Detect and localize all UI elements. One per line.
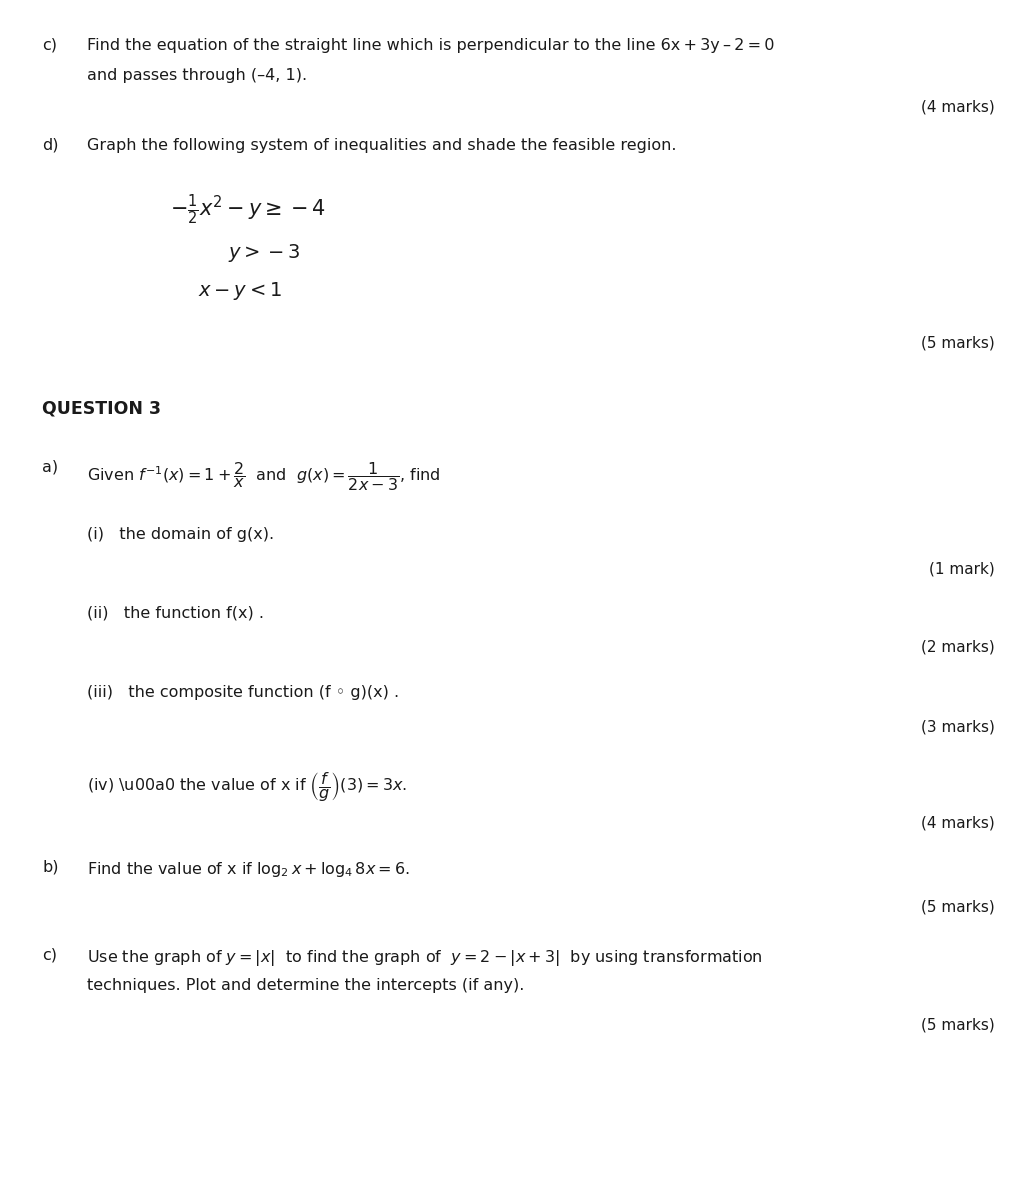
- Text: (5 marks): (5 marks): [921, 335, 995, 350]
- Text: (4 marks): (4 marks): [921, 815, 995, 830]
- Text: c): c): [42, 948, 57, 963]
- Text: (iv) \u00a0 the value of x if $\left(\dfrac{f}{g}\right)(3)=3x$.: (iv) \u00a0 the value of x if $\left(\df…: [87, 771, 407, 803]
- Text: (i)   the domain of g(x).: (i) the domain of g(x).: [87, 527, 274, 542]
- Text: $x-y<1$: $x-y<1$: [198, 281, 282, 302]
- Text: Find the value of x if $\log_2 x+\log_4 8x=6$.: Find the value of x if $\log_2 x+\log_4 …: [87, 860, 410, 879]
- Text: $y>-3$: $y>-3$: [228, 242, 301, 264]
- Text: d): d): [42, 138, 59, 153]
- Text: and passes through (–4, 1).: and passes through (–4, 1).: [87, 67, 307, 83]
- Text: (5 marks): (5 marks): [921, 1019, 995, 1033]
- Text: c): c): [42, 39, 57, 53]
- Text: a): a): [42, 460, 58, 476]
- Text: (5 marks): (5 marks): [921, 901, 995, 915]
- Text: techniques. Plot and determine the intercepts (if any).: techniques. Plot and determine the inter…: [87, 978, 525, 993]
- Text: Graph the following system of inequalities and shade the feasible region.: Graph the following system of inequaliti…: [87, 138, 677, 153]
- Text: b): b): [42, 860, 59, 875]
- Text: Given $f^{-1}(x)=1+\dfrac{2}{x}$  and  $g(x)=\dfrac{1}{2x-3}$, find: Given $f^{-1}(x)=1+\dfrac{2}{x}$ and $g(…: [87, 460, 440, 492]
- Text: (iii)   the composite function (f ◦ g)(x) .: (iii) the composite function (f ◦ g)(x) …: [87, 685, 399, 700]
- Text: (ii)   the function f(x) .: (ii) the function f(x) .: [87, 604, 264, 620]
- Text: QUESTION 3: QUESTION 3: [42, 400, 161, 418]
- Text: (4 marks): (4 marks): [921, 100, 995, 116]
- Text: Find the equation of the straight line which is perpendicular to the line 6x + 3: Find the equation of the straight line w…: [87, 39, 775, 53]
- Text: (2 marks): (2 marks): [921, 641, 995, 655]
- Text: (1 mark): (1 mark): [930, 562, 995, 577]
- Text: (3 marks): (3 marks): [921, 720, 995, 734]
- Text: $-\frac{1}{2}x^2-y\geq -4$: $-\frac{1}{2}x^2-y\geq -4$: [170, 191, 326, 226]
- Text: Use the graph of $y=|x|$  to find the graph of  $y=2-|x+3|$  by using transforma: Use the graph of $y=|x|$ to find the gra…: [87, 948, 762, 968]
